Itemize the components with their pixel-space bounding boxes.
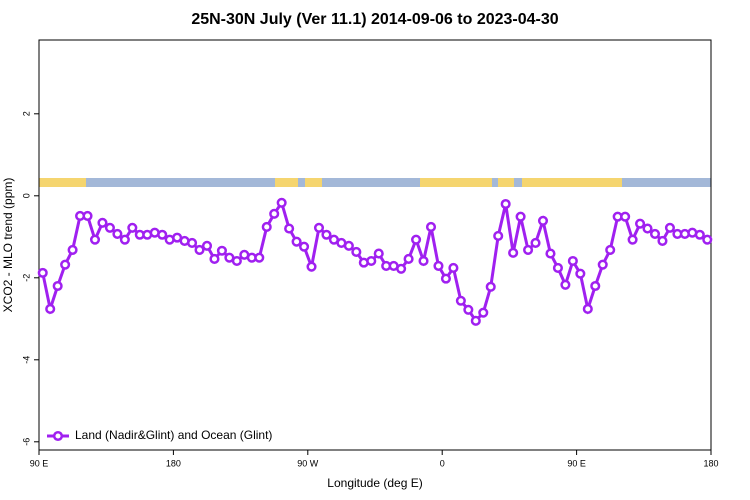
y-tick-label: 0 xyxy=(21,193,31,198)
data-point xyxy=(642,223,653,234)
data-point xyxy=(157,229,168,240)
plot-frame xyxy=(38,39,712,451)
data-point xyxy=(119,234,130,245)
data-point xyxy=(478,307,489,318)
x-axis-label: Longitude (deg E) xyxy=(327,476,422,490)
data-point xyxy=(418,255,429,267)
data-point xyxy=(582,303,593,315)
data-point xyxy=(530,237,541,248)
data-point xyxy=(425,221,437,233)
data-point xyxy=(291,236,302,247)
y-tick-label: -2 xyxy=(21,274,31,282)
data-point xyxy=(343,240,354,251)
data-point xyxy=(89,234,101,245)
data-point xyxy=(276,197,287,208)
data-point xyxy=(627,234,638,245)
data-point xyxy=(351,246,362,258)
data-point xyxy=(45,303,56,315)
data-point xyxy=(702,234,713,245)
y-tick-label: 2 xyxy=(21,111,31,116)
data-point xyxy=(104,222,115,233)
data-point xyxy=(500,198,511,210)
data-point xyxy=(545,248,556,259)
data-point xyxy=(635,218,646,229)
x-tick-label: 180 xyxy=(703,458,718,468)
data-point xyxy=(187,237,198,248)
y-tick-label: -6 xyxy=(21,438,31,446)
data-point xyxy=(60,259,71,270)
data-point xyxy=(216,245,227,256)
data-point xyxy=(97,217,108,228)
data-point xyxy=(463,304,474,315)
data-point xyxy=(67,244,78,255)
data-point xyxy=(440,273,451,284)
data-point xyxy=(605,244,616,255)
x-tick-label: 90 E xyxy=(30,458,49,468)
data-point xyxy=(493,230,504,242)
x-tick-label: 90 W xyxy=(297,458,319,468)
land-ocean-strip xyxy=(39,178,711,187)
data-point xyxy=(37,267,48,278)
data-point xyxy=(433,260,444,271)
chart-title: 25N-30N July (Ver 11.1) 2014-09-06 to 20… xyxy=(191,11,558,28)
y-tick-label: -4 xyxy=(21,356,31,364)
data-point xyxy=(82,210,93,221)
x-tick-label: 180 xyxy=(166,458,181,468)
data-point xyxy=(231,255,242,267)
data-point xyxy=(396,263,407,274)
data-point xyxy=(552,262,563,274)
data-point xyxy=(201,240,213,251)
data-point xyxy=(485,281,496,292)
data-point xyxy=(261,221,272,233)
data-point xyxy=(657,235,668,246)
data-point xyxy=(373,248,384,259)
data-point xyxy=(470,315,481,326)
data-point xyxy=(537,215,549,226)
data-point xyxy=(269,208,280,219)
data-point xyxy=(575,268,586,279)
data-point xyxy=(112,228,123,239)
data-point xyxy=(254,252,265,263)
data-point xyxy=(515,211,526,222)
data-point xyxy=(448,262,459,274)
data-point xyxy=(560,279,571,290)
data-point xyxy=(508,247,519,258)
legend-marker xyxy=(52,430,64,442)
legend-label: Land (Nadir&Glint) and Ocean (Glint) xyxy=(75,428,272,442)
data-point xyxy=(321,229,332,240)
data-point xyxy=(299,241,310,252)
y-axis-label: XCO2 - MLO trend (ppm) xyxy=(1,178,15,313)
data-point xyxy=(455,295,466,306)
data-point xyxy=(567,255,578,267)
data-point xyxy=(366,255,377,267)
data-point xyxy=(209,253,220,264)
x-tick-label: 90 E xyxy=(567,458,586,468)
data-point xyxy=(664,222,675,233)
data-point xyxy=(284,223,295,234)
x-tick-label: 0 xyxy=(440,458,445,468)
data-point xyxy=(649,228,661,239)
data-point xyxy=(52,280,63,292)
data-point xyxy=(127,222,138,233)
data-point xyxy=(403,253,414,264)
data-point xyxy=(523,244,534,255)
data-point xyxy=(597,259,608,270)
data-point xyxy=(694,229,705,240)
data-point xyxy=(590,280,601,292)
data-point xyxy=(194,244,205,255)
data-point xyxy=(620,211,631,222)
data-point xyxy=(313,222,325,233)
data-point xyxy=(306,261,317,272)
data-point xyxy=(411,234,422,245)
